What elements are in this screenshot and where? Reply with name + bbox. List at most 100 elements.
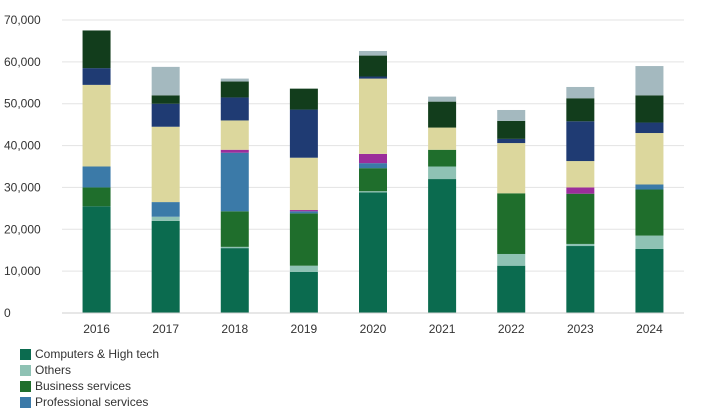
legend-item: Professional services [20, 394, 159, 410]
legend-swatch [20, 380, 31, 392]
bar-segment [566, 193, 595, 244]
bar-segment [220, 97, 249, 121]
bar-segment [497, 253, 526, 266]
bar-segment [635, 122, 664, 134]
bar-segment [289, 210, 318, 212]
bar-segment [359, 78, 387, 154]
y-tick-label: 60,000 [4, 55, 41, 69]
y-tick-label: 10,000 [4, 264, 41, 278]
x-tick-label: 2019 [291, 322, 318, 336]
legend-swatch [20, 364, 31, 376]
x-tick-label: 2018 [221, 322, 248, 336]
bar-segment [359, 163, 387, 169]
legend-swatch [20, 396, 31, 408]
bar-segment [428, 149, 457, 167]
bar-segment [151, 95, 180, 104]
bar-segment [428, 101, 457, 128]
bar-segment [82, 30, 111, 69]
bar-segment [289, 265, 318, 272]
bar-segment [635, 133, 664, 185]
bar-segment [359, 191, 387, 193]
legend-item: Computers & High tech [20, 346, 159, 362]
legend-label: Business services [35, 379, 132, 393]
legend-label: Computers & High tech [35, 347, 160, 361]
y-tick-label: 40,000 [4, 139, 41, 153]
bar-segment [220, 246, 249, 249]
bar-segment [220, 81, 249, 98]
y-tick-label: 0 [4, 306, 11, 320]
x-tick-label: 2016 [83, 322, 110, 336]
bar-segment [497, 120, 526, 139]
bar-segment [497, 265, 526, 313]
bar-segment [82, 206, 111, 313]
bar-segment [566, 98, 595, 122]
bar-segment [151, 66, 180, 96]
bar-segment [635, 235, 664, 249]
bar-segment [289, 213, 318, 266]
bar-segment [566, 246, 595, 313]
legend-label: Others [35, 363, 72, 377]
bar-segment [151, 126, 180, 203]
legend: Computers & High tech Others Business se… [20, 346, 159, 410]
x-tick-label: 2022 [498, 322, 525, 336]
bar-segment [359, 192, 387, 313]
bar-segment [151, 103, 180, 127]
bar-segment [220, 248, 249, 313]
bar-segment [220, 149, 249, 153]
y-tick-label: 20,000 [4, 222, 41, 236]
y-tick-label: 70,000 [4, 13, 41, 27]
bar-segment [635, 189, 664, 236]
bar-segment [497, 143, 526, 194]
bar-segment [151, 216, 180, 221]
bar-segment [497, 138, 526, 144]
x-tick-label: 2020 [360, 322, 387, 336]
x-tick-label: 2021 [429, 322, 456, 336]
y-tick-label: 50,000 [4, 97, 41, 111]
y-axis: 0 10,000 20,000 30,000 40,000 50,000 60,000 70,… [4, 13, 41, 320]
bar-segment [289, 271, 318, 313]
x-tick-label: 2017 [152, 322, 179, 336]
x-axis: 2016 2017 2018 2019 2020 2021 2022 2023 2024 [62, 312, 684, 336]
bar-segment [497, 109, 526, 121]
bar-segment [82, 166, 111, 188]
bar-segment [151, 220, 180, 313]
bar-segment [220, 78, 249, 82]
bars [82, 30, 664, 313]
legend-label: Professional services [35, 395, 149, 409]
bar-segment [289, 88, 318, 110]
bar-segment [497, 193, 526, 254]
bar-segment [82, 84, 111, 167]
bar-segment [635, 66, 664, 96]
bar-segment [359, 76, 387, 79]
bar-segment [359, 50, 387, 56]
bar-segment [566, 121, 595, 162]
bar-segment [428, 127, 457, 150]
bar-segment [359, 55, 387, 77]
bar-segment [359, 168, 387, 192]
bar-segment [220, 152, 249, 212]
legend-swatch [20, 348, 31, 360]
bar-segment [289, 157, 318, 211]
bar-segment [82, 187, 111, 207]
bar-segment [566, 243, 595, 247]
bar-segment [289, 109, 318, 158]
bar-segment [289, 211, 318, 214]
bar-segment [428, 179, 457, 313]
legend-item: Business services [20, 378, 159, 394]
bar-segment [428, 96, 457, 102]
bar-segment [566, 86, 595, 99]
bar-segment [635, 95, 664, 123]
bar-segment [82, 68, 111, 85]
x-tick-label: 2024 [636, 322, 663, 336]
bar-segment [635, 184, 664, 190]
bar-segment [151, 202, 180, 217]
bar-segment [566, 161, 595, 188]
bar-segment [428, 166, 457, 180]
x-tick-label: 2023 [567, 322, 594, 336]
legend-item: Others [20, 362, 159, 378]
y-tick-label: 30,000 [4, 180, 41, 194]
bar-segment [635, 248, 664, 313]
bar-segment [220, 120, 249, 150]
bar-segment [566, 187, 595, 194]
